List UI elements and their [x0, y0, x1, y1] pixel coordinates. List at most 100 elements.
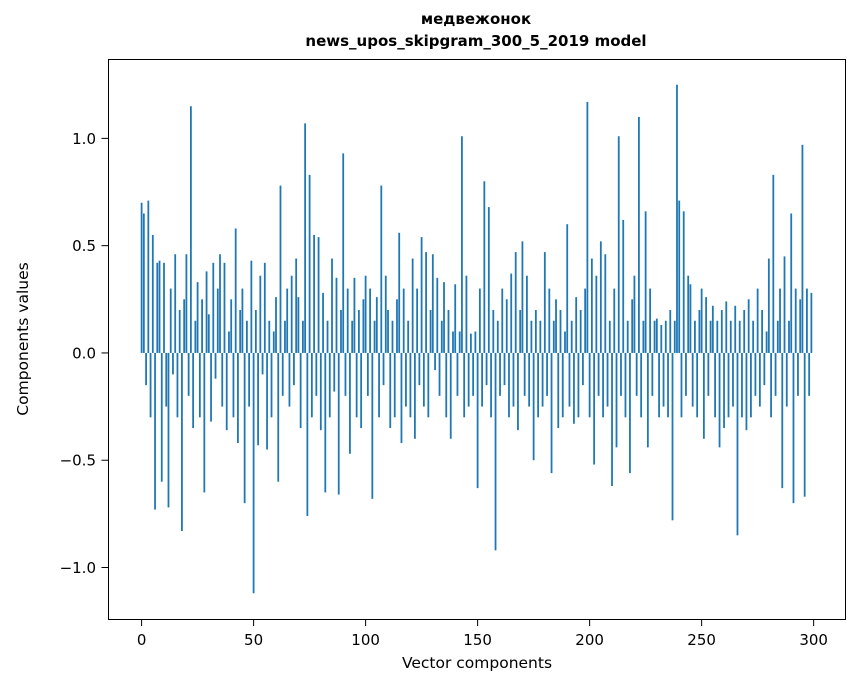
- bar: [779, 288, 781, 353]
- bar: [552, 320, 555, 353]
- bar: [183, 299, 186, 353]
- bar: [147, 200, 150, 353]
- bar: [615, 352, 618, 448]
- bar: [414, 352, 416, 439]
- bar: [203, 352, 206, 493]
- bar: [503, 352, 506, 386]
- y-tick-label: 0.0: [72, 344, 96, 362]
- bar: [181, 352, 183, 532]
- bar: [420, 237, 423, 353]
- bar: [570, 320, 573, 353]
- bar: [678, 200, 681, 353]
- bar: [313, 234, 315, 353]
- bar: [671, 352, 674, 521]
- bar: [198, 352, 201, 418]
- bar: [799, 299, 802, 353]
- bar: [747, 299, 750, 353]
- bar: [427, 352, 430, 418]
- bar: [241, 288, 244, 353]
- bar: [523, 352, 526, 396]
- bar: [277, 352, 280, 482]
- bar: [550, 352, 553, 474]
- bar: [638, 116, 640, 353]
- bar: [384, 275, 387, 353]
- bar: [250, 260, 253, 353]
- y-tick-label: 0.5: [72, 237, 96, 255]
- bar: [210, 352, 212, 422]
- bar: [445, 352, 448, 418]
- bar: [263, 262, 266, 353]
- bar: [172, 352, 174, 375]
- bar: [380, 185, 383, 353]
- bar: [257, 352, 259, 446]
- bar: [431, 254, 434, 353]
- bar: [732, 352, 734, 407]
- bar: [662, 352, 665, 407]
- bar: [324, 352, 327, 493]
- bar: [555, 299, 557, 353]
- bar: [754, 352, 757, 396]
- bar: [371, 352, 374, 499]
- bar: [483, 181, 486, 353]
- bar: [378, 352, 380, 418]
- bar: [189, 106, 192, 353]
- x-tick-label: 250: [687, 631, 716, 649]
- bar: [219, 254, 221, 353]
- bar: [729, 320, 732, 353]
- bar: [669, 310, 672, 353]
- bar: [776, 320, 779, 353]
- bar: [281, 352, 284, 396]
- bar: [808, 352, 811, 396]
- bar: [158, 260, 161, 353]
- bar: [140, 202, 143, 353]
- bar: [216, 288, 219, 353]
- bar: [709, 320, 712, 353]
- bar: [319, 352, 322, 431]
- bar: [557, 352, 560, 429]
- bar: [698, 310, 701, 353]
- bar: [761, 310, 764, 353]
- bar: [664, 320, 667, 353]
- x-tick-label: 300: [799, 631, 828, 649]
- bar: [561, 352, 564, 418]
- bar: [160, 352, 163, 482]
- bar: [526, 275, 528, 353]
- bar: [322, 292, 324, 353]
- bar: [465, 275, 468, 353]
- bar: [185, 254, 188, 353]
- bar: [606, 352, 609, 407]
- bar: [756, 288, 759, 353]
- bar: [517, 352, 519, 431]
- chart-title: медвежонок: [421, 10, 531, 28]
- bar: [629, 352, 631, 474]
- bar: [611, 352, 613, 486]
- bar: [176, 352, 179, 418]
- bar: [577, 352, 580, 418]
- bar: [284, 320, 286, 353]
- bar: [490, 352, 492, 418]
- x-tick-label: 100: [351, 631, 380, 649]
- bar: [142, 213, 145, 353]
- bar: [297, 297, 300, 353]
- bar: [770, 352, 772, 418]
- bar: [440, 320, 443, 353]
- bar: [604, 254, 607, 353]
- bar: [223, 262, 226, 353]
- bar: [736, 352, 739, 536]
- bar: [342, 153, 345, 353]
- bar: [635, 352, 638, 396]
- bar: [449, 352, 452, 439]
- bar: [689, 284, 692, 353]
- bar: [481, 352, 483, 407]
- bar: [566, 224, 569, 353]
- bar: [165, 352, 168, 407]
- bar: [528, 352, 531, 407]
- bar: [640, 352, 643, 418]
- bar: [452, 331, 454, 353]
- bar: [154, 352, 156, 510]
- bar: [366, 352, 369, 396]
- bar: [243, 352, 246, 504]
- bar: [541, 352, 544, 407]
